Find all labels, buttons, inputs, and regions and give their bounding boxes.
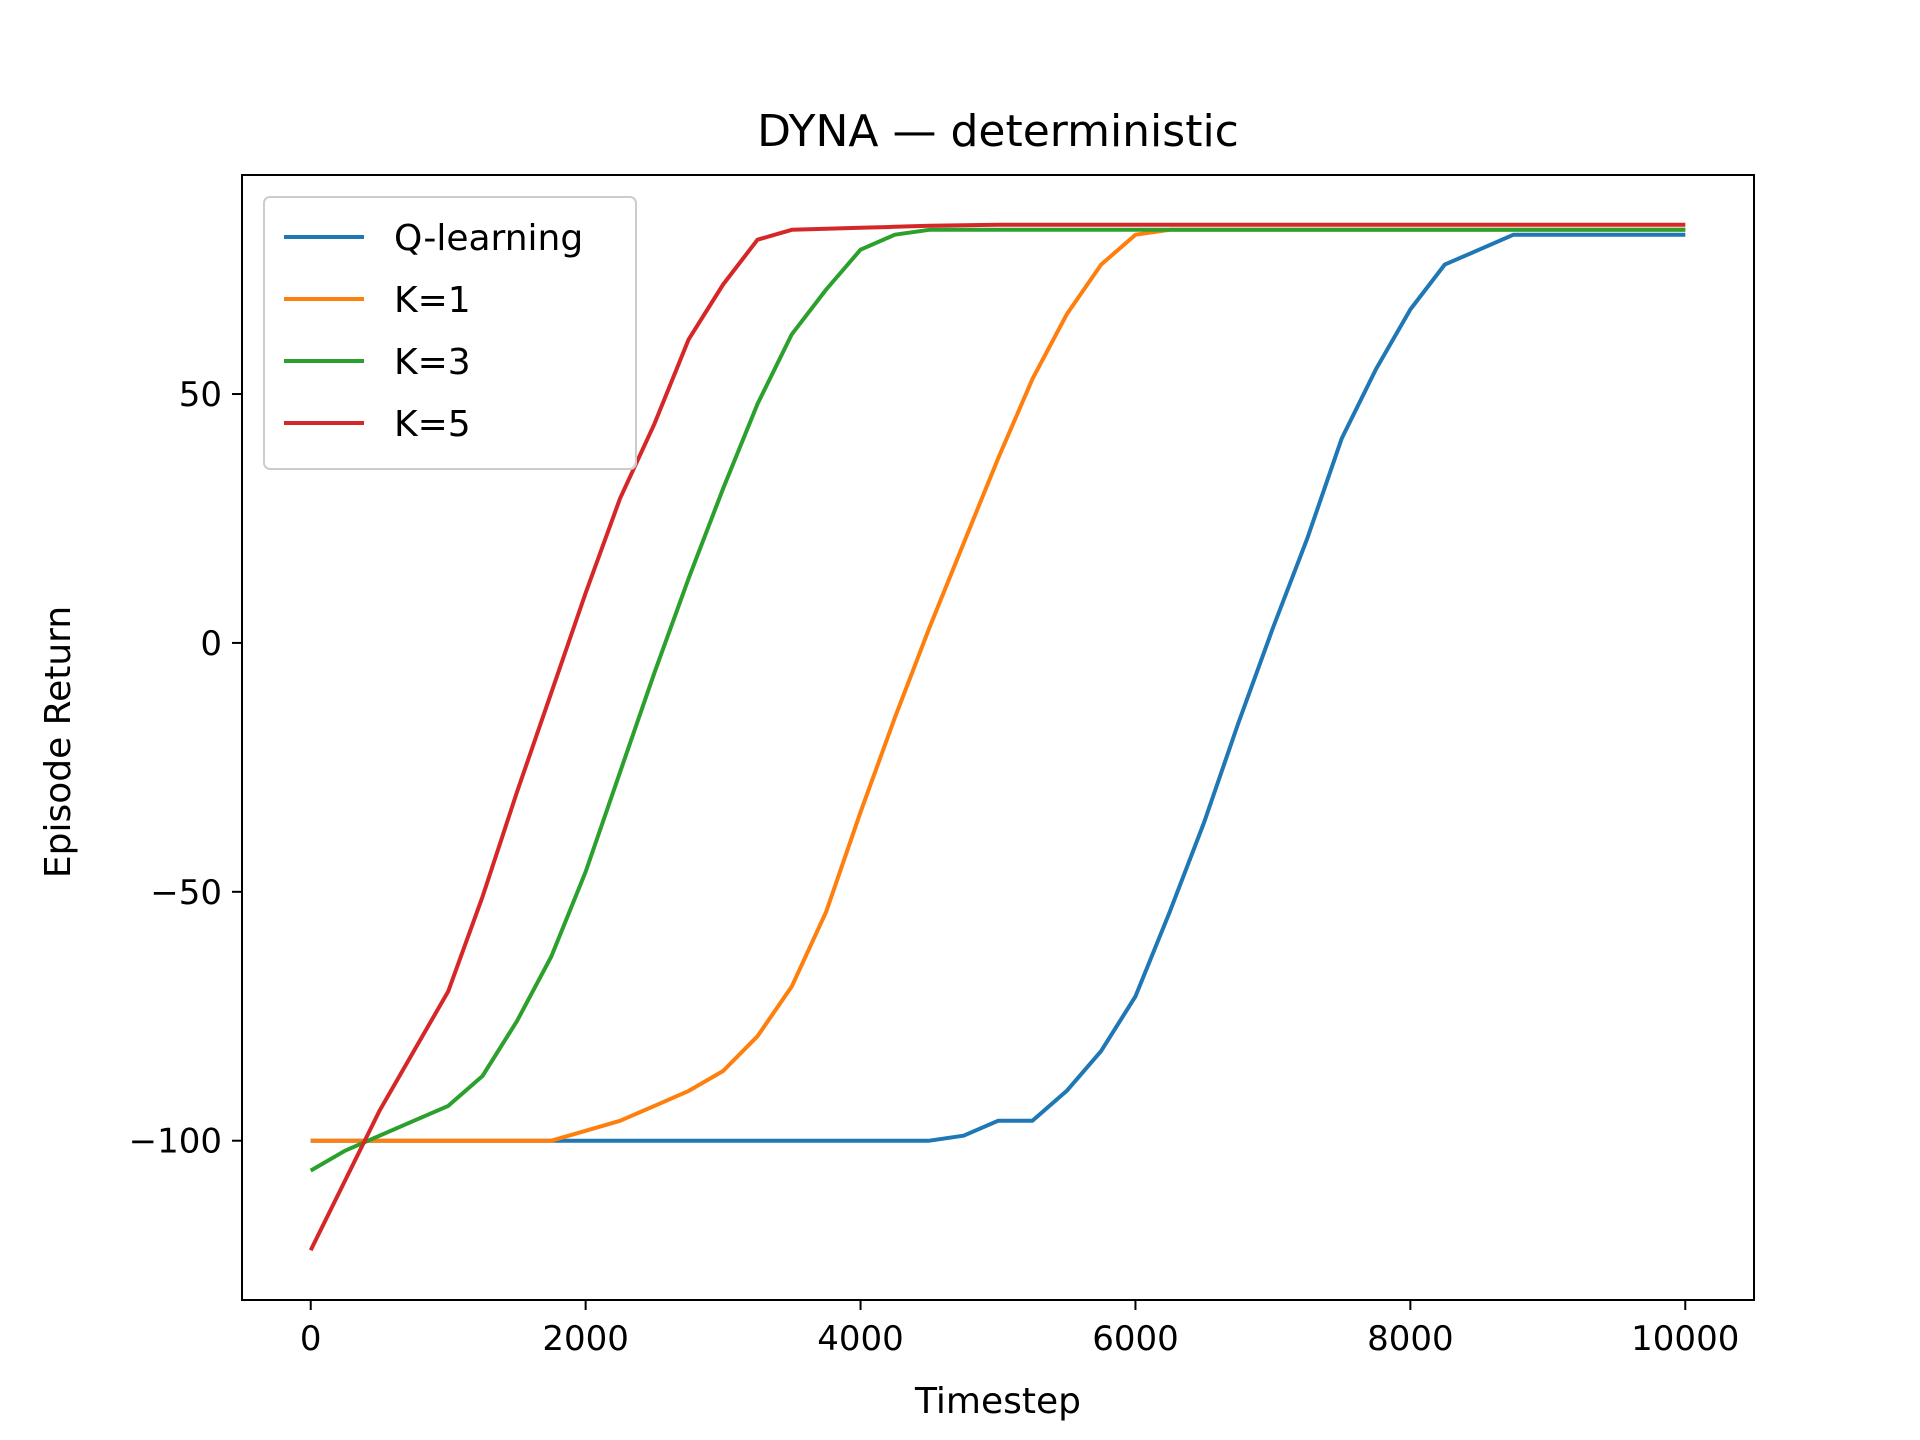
x-axis: 0 2000 4000 6000 8000 10000 — [300, 1300, 1739, 1359]
series-lines — [308, 222, 1686, 1252]
x-tick-label: 0 — [300, 1319, 322, 1359]
y-axis-label: Episode Return — [38, 606, 79, 878]
y-tick-label: 50 — [179, 375, 222, 415]
y-axis: −100 −50 0 50 — [129, 375, 242, 1162]
series-line-k-3 — [309, 227, 1686, 1173]
y-tick-label: −100 — [129, 1122, 222, 1162]
x-tick-label: 2000 — [542, 1319, 629, 1359]
x-axis-label: Timestep — [914, 1381, 1081, 1422]
y-tick-label: −50 — [150, 873, 222, 913]
legend-label: Q-learning — [394, 218, 583, 259]
series-line-k-5 — [308, 222, 1686, 1252]
y-tick-label: 0 — [200, 624, 222, 664]
legend-label: K=5 — [394, 404, 471, 445]
plot-frame — [241, 174, 1755, 1301]
x-tick-label: 4000 — [817, 1319, 904, 1359]
legend-label: K=1 — [394, 280, 471, 321]
legend-label: K=3 — [394, 342, 471, 383]
legend-box — [263, 196, 637, 470]
x-tick-label: 6000 — [1092, 1319, 1179, 1359]
chart-title: DYNA — deterministic — [757, 106, 1239, 157]
legend: Q-learning K=1 K=3 K=5 — [263, 196, 637, 470]
x-tick-label: 10000 — [1631, 1319, 1739, 1359]
x-tick-label: 8000 — [1367, 1319, 1454, 1359]
